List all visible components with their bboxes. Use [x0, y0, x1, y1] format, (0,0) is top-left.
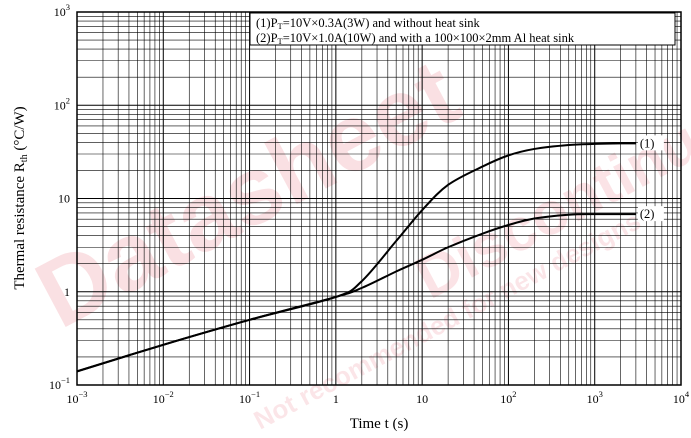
- x-tick-label: 1: [333, 392, 339, 406]
- y-tick-label: 1: [64, 285, 70, 299]
- watermark-text-1: Datasheet: [20, 39, 475, 349]
- y-tick-label: 10−1: [49, 375, 70, 392]
- series-label-2: (2): [640, 207, 655, 221]
- y-tick-label: 103: [54, 2, 70, 19]
- series-label-1: (1): [640, 136, 655, 150]
- legend-box: [249, 12, 676, 46]
- series-label-bg: [637, 206, 664, 222]
- legend-entry-2: (2)PT=10V×1.0A(10W) and with a 100×100×2…: [256, 31, 575, 46]
- y-axis-title: Thermal resistance Rth (°C/W): [12, 106, 30, 289]
- plot-frame: [76, 11, 682, 386]
- legend-entry-1: (1)PT=10V×0.3A(3W) and without heat sink: [256, 16, 481, 31]
- x-tick-label: 10−2: [153, 389, 174, 406]
- x-tick-label: 10: [416, 392, 428, 406]
- legend: (1)PT=10V×0.3A(3W) and without heat sink…: [249, 12, 676, 46]
- x-tick-label: 102: [500, 389, 516, 406]
- series-label-bg: [637, 135, 664, 151]
- x-axis-title: Time t (s): [350, 416, 409, 432]
- grid-lines: [77, 12, 681, 385]
- x-tick-labels: 10−3 10−2 10−1 1 10 102 103 104: [66, 389, 689, 406]
- y-tick-label: 102: [54, 95, 70, 112]
- x-tick-label: 104: [673, 389, 690, 406]
- series-line-2: [76, 213, 636, 373]
- x-tick-label: 103: [587, 389, 603, 406]
- y-tick-labels: 10−1 1 10 102 103: [49, 2, 70, 392]
- series-layer: (1) (2): [76, 135, 664, 373]
- x-tick-label: 10−3: [66, 389, 87, 406]
- x-tick-label: 10−1: [239, 389, 260, 406]
- y-tick-label: 10: [58, 192, 70, 206]
